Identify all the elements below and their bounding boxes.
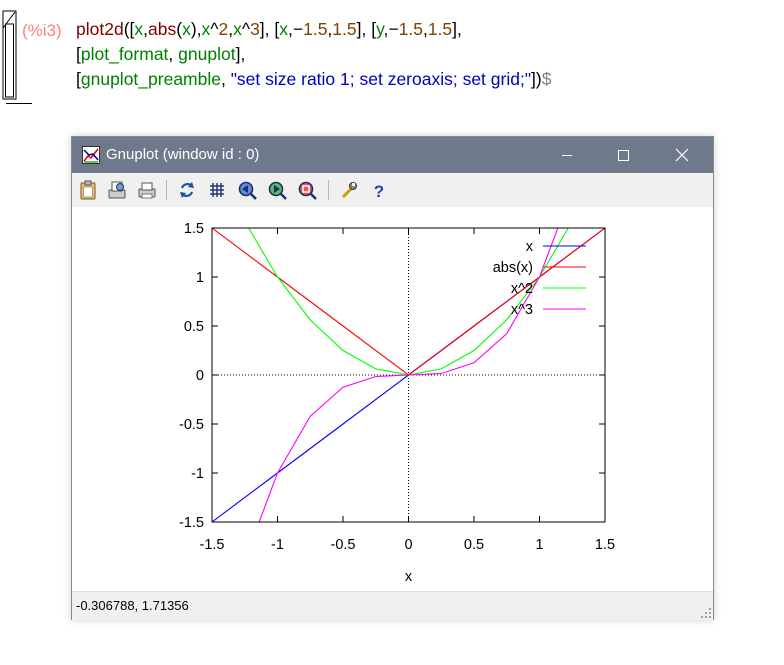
plot-svg: -1.5 -1 -0.5 0 0.5 1 1.5-1.5-1-0.500.511.5x xa… [179,221,615,585]
legend-label: abs(x) [493,260,533,276]
zoom-next-icon[interactable] [266,179,288,201]
series-line [212,228,605,376]
maximize-icon[interactable] [600,137,646,173]
resize-grip-icon[interactable] [701,608,711,618]
x-tick-label: -1 [271,537,284,553]
legend-label: x [526,239,534,255]
gnuplot-app-icon [82,146,100,164]
series-line [258,228,559,522]
autoscale-icon[interactable] [296,179,318,201]
code-line-3[interactable]: [gnuplot_preamble, "set size ratio 1; se… [76,69,552,89]
close-icon[interactable] [659,137,705,173]
y-tick-label: -1 [191,466,204,482]
legend-label: x^2 [511,281,533,297]
window-titlebar[interactable]: Gnuplot (window id : 0) [72,137,713,173]
code-line-1[interactable]: plot2d([x,abs(x),x^2,x^3], [x,−1.5,1.5],… [76,19,462,39]
x-axis-label: x [405,569,413,585]
clipboard-icon[interactable] [77,179,99,201]
gnuplot-window: Gnuplot (window id : 0) [71,136,714,620]
x-tick-label: 1 [535,537,543,553]
y-tick-label: 1.5 [184,221,204,237]
replot-icon[interactable] [176,179,198,201]
minimize-icon[interactable] [544,137,590,173]
printer-icon[interactable] [136,179,158,201]
gnuplot-toolbar: ? [72,173,713,207]
y-tick-label: -0.5 [179,417,204,433]
cursor-coordinates: -0.306788, 1.71356 [76,598,189,613]
svg-text:?: ? [374,182,384,201]
toolbar-separator [328,180,329,200]
grid-icon[interactable] [206,179,228,201]
cell-bracket[interactable] [2,10,17,100]
x-tick-label: 1.5 [595,537,615,553]
x-tick-label: -1.5 [200,537,225,553]
window-title: Gnuplot (window id : 0) [106,146,260,163]
zoom-prev-icon[interactable] [236,179,258,201]
y-tick-label: -1.5 [179,515,204,531]
input-label: (%i3) [22,21,62,40]
toolbar-separator [166,180,167,200]
code-line-2[interactable]: [plot_format, gnuplot], [76,44,246,64]
y-tick-label: 0.5 [184,319,204,335]
legend-label: x^3 [511,302,533,318]
y-tick-label: 1 [196,270,204,286]
help-icon[interactable]: ? [368,179,390,201]
cell-bracket-underline [6,103,32,104]
print-preview-icon[interactable] [106,179,128,201]
x-tick-label: -0.5 [331,537,356,553]
x-tick-label: 0.5 [464,537,484,553]
config-icon[interactable] [338,179,360,201]
y-tick-label: 0 [196,368,204,384]
x-tick-label: 0 [404,537,412,553]
status-bar: -0.306788, 1.71356 [72,591,713,620]
